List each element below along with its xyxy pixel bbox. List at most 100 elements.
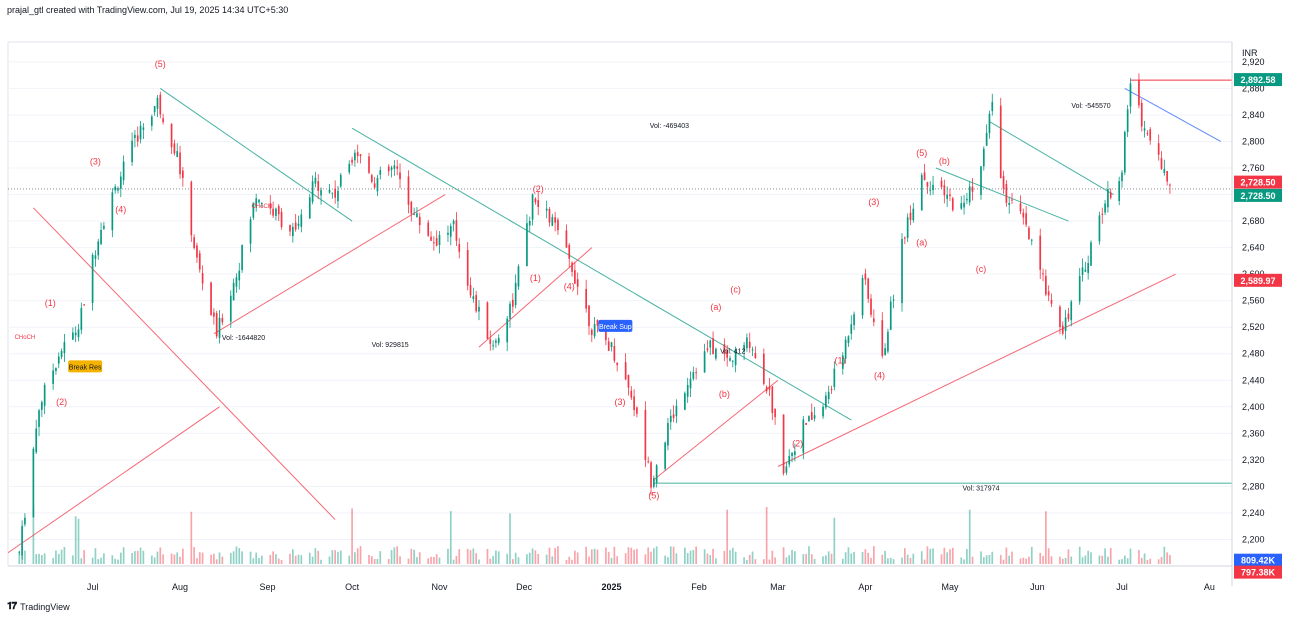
candle-body xyxy=(1011,199,1013,201)
candle-body xyxy=(1039,235,1042,270)
candle-body xyxy=(870,298,872,315)
volume-bar xyxy=(946,552,948,564)
y-tick-label: 2,200 xyxy=(1242,534,1265,544)
volume-bar xyxy=(1005,547,1008,564)
candle-body xyxy=(901,238,903,304)
candle-body xyxy=(1022,212,1025,218)
wave-label: (3) xyxy=(90,157,101,167)
volume-bar xyxy=(1087,550,1090,564)
volume-bar xyxy=(966,549,968,564)
volume-bar xyxy=(337,551,339,564)
volume-bar xyxy=(1090,552,1092,564)
candle-body xyxy=(731,360,734,362)
y-tick-label: 2,640 xyxy=(1242,243,1265,253)
y-tick-label: 2,920 xyxy=(1242,57,1265,67)
candle-body xyxy=(492,345,494,347)
volume-bar xyxy=(478,559,480,564)
volume-bar xyxy=(390,550,393,564)
volume-bar xyxy=(1002,559,1005,564)
volume-bar xyxy=(748,554,751,564)
volume-bar xyxy=(159,547,162,564)
volume-bar xyxy=(317,550,320,564)
volume-bar xyxy=(1059,556,1061,564)
candle-body xyxy=(768,386,771,390)
y-tick-label: 2,840 xyxy=(1242,110,1265,120)
candle-body xyxy=(534,198,537,203)
volume-bar xyxy=(607,551,610,564)
candle-body xyxy=(97,241,100,256)
candle-body xyxy=(545,208,548,211)
candle-body xyxy=(489,339,492,344)
candle-body xyxy=(726,350,729,358)
volume-bar xyxy=(901,557,903,564)
volume-bar xyxy=(912,553,915,564)
candle-body xyxy=(940,180,943,188)
candle-body xyxy=(1146,132,1149,134)
candle-body xyxy=(729,358,731,361)
volume-bar xyxy=(706,553,709,564)
volume-bar xyxy=(723,550,726,564)
candle-body xyxy=(920,175,923,211)
annotation-layer: Vol: -469403 Vol: -1644820 Vol: 929815 Vol:… xyxy=(15,59,1111,500)
candle-body xyxy=(912,208,915,221)
volume-bar xyxy=(808,546,810,564)
candle-body xyxy=(218,317,221,338)
volume-bar xyxy=(475,553,478,564)
zone-volume-label: Vol: 317974 xyxy=(963,486,1000,493)
candle-body xyxy=(393,165,396,169)
volume-bar xyxy=(379,551,382,564)
volume-bar xyxy=(308,552,311,564)
candle-body xyxy=(356,152,359,157)
candle-body xyxy=(827,391,830,400)
volume-bar xyxy=(1140,557,1143,564)
volume-bar xyxy=(980,551,982,564)
candle-body xyxy=(272,208,274,216)
break-label: Break Res xyxy=(69,364,102,371)
candle-body xyxy=(1078,275,1081,302)
volume-bar xyxy=(509,513,511,564)
candle-body xyxy=(1061,325,1064,334)
volume-bar xyxy=(1163,546,1166,564)
y-tick-label: 2,800 xyxy=(1242,136,1265,146)
candle-body xyxy=(156,97,159,109)
volume-bar xyxy=(991,551,994,564)
candle-body xyxy=(926,182,929,187)
trend-line xyxy=(33,207,336,520)
candle-body xyxy=(548,209,551,223)
volume-bar xyxy=(960,557,963,564)
candle-body xyxy=(275,208,277,216)
candle-body xyxy=(317,181,320,191)
volume-bar xyxy=(1025,558,1027,564)
volume-bar xyxy=(376,558,379,564)
price-tag-text: 2,728.50 xyxy=(1240,178,1275,188)
volume-bar xyxy=(328,556,331,564)
volume-bar xyxy=(77,518,80,564)
volume-bar xyxy=(1081,557,1084,564)
volume-bar xyxy=(1067,549,1070,564)
candle-body xyxy=(117,188,119,191)
volume-bar xyxy=(156,551,159,564)
volume-bar xyxy=(122,547,125,564)
candle-body xyxy=(802,419,805,453)
volume-bar xyxy=(568,556,571,564)
candle-body xyxy=(255,198,258,207)
price-tag xyxy=(1234,273,1282,287)
volume-bar xyxy=(771,550,774,564)
candle-body xyxy=(139,125,142,140)
candle-body xyxy=(999,105,1002,179)
candle-body xyxy=(486,302,489,339)
y-tick-label: 2,280 xyxy=(1242,481,1265,491)
volume-bar xyxy=(43,553,46,564)
candle-body xyxy=(1008,203,1011,205)
candle-body xyxy=(822,406,824,417)
volume-bar xyxy=(884,550,886,564)
candle-body xyxy=(232,282,235,301)
volume-bar xyxy=(1064,557,1067,564)
volume-bar xyxy=(920,551,923,564)
currency-label: INR xyxy=(1242,48,1258,58)
volume-bar xyxy=(951,547,954,564)
candle-body xyxy=(664,442,666,469)
volume-bar xyxy=(252,558,255,564)
volume-bar xyxy=(731,547,734,564)
